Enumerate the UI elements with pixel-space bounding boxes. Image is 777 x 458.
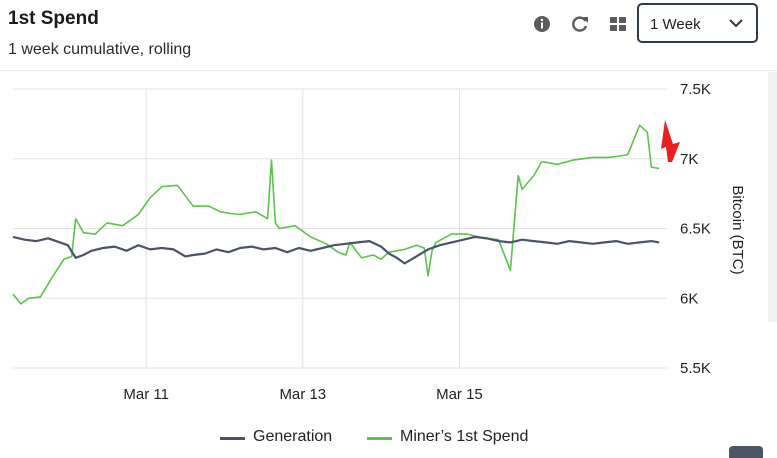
- grid-icon[interactable]: [607, 13, 629, 35]
- time-range-value: 1 Week: [650, 16, 701, 33]
- y-tick-label: 7K: [680, 151, 698, 168]
- legend-label-generation: Generation: [253, 428, 333, 445]
- header-divider: [0, 70, 777, 71]
- legend-swatch-generation: [220, 437, 245, 440]
- x-tick-label: Mar 15: [436, 386, 483, 403]
- info-icon[interactable]: [531, 13, 553, 35]
- y-tick-labels: 5.5K 6K 6.5K 7K 7.5K: [680, 81, 711, 377]
- page-subtitle: 1 week cumulative, rolling: [8, 41, 192, 58]
- series-line-generation: [12, 235, 660, 265]
- chevron-down-icon: [729, 19, 743, 28]
- y-tick-label: 6K: [680, 290, 698, 307]
- red-arrow-annotation: [661, 120, 680, 162]
- series-layer: [12, 124, 660, 305]
- x-tick-labels: Mar 11 Mar 13 Mar 15: [123, 386, 482, 403]
- refresh-icon[interactable]: [569, 13, 591, 35]
- y-tick-label: 5.5K: [680, 360, 711, 377]
- y-tick-label: 7.5K: [680, 81, 711, 98]
- legend-swatch-miners-first-spend: [367, 437, 392, 440]
- y-tick-label: 6.5K: [680, 221, 711, 238]
- chart: 5.5K 6K 6.5K 7K 7.5K Mar 11 Mar 13 Mar 15 Bitc…: [12, 81, 746, 403]
- time-range-select[interactable]: 1 Week: [637, 3, 758, 43]
- x-gridlines: [145, 89, 460, 368]
- corner-button[interactable]: [729, 446, 763, 458]
- legend-label-miners-first-spend: Miner’s 1st Spend: [400, 428, 529, 445]
- x-tick-label: Mar 11: [123, 386, 169, 403]
- page-title: 1st Spend: [8, 8, 99, 29]
- scrollbar[interactable]: [768, 72, 777, 322]
- series-line-miners-first-spend: [12, 124, 660, 305]
- x-tick-label: Mar 13: [279, 386, 326, 403]
- y-axis-label: Bitcoin (BTC): [729, 185, 746, 274]
- y-gridlines: [13, 88, 667, 369]
